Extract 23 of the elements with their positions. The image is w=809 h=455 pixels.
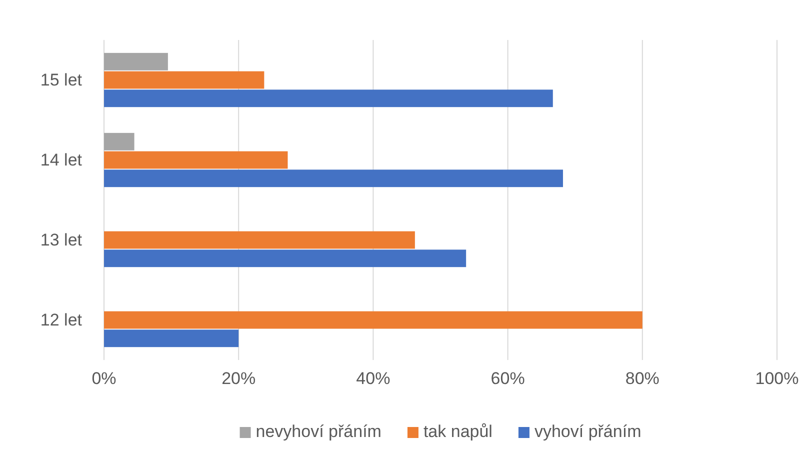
bar [104, 250, 466, 268]
bar [104, 330, 239, 348]
y-tick-label: 13 let [40, 230, 82, 250]
legend-label: nevyhoví přáním [256, 422, 382, 441]
bar [104, 231, 415, 249]
x-tick-label: 80% [625, 369, 660, 388]
bar [104, 151, 288, 169]
legend-label: tak napůl [423, 422, 492, 441]
x-tick-label: 100% [755, 369, 799, 388]
x-tick-label: 0% [92, 369, 116, 388]
bar [104, 311, 642, 329]
bar [104, 170, 563, 188]
bar [104, 52, 168, 70]
y-tick-label: 14 let [40, 150, 82, 170]
y-tick-label: 12 let [40, 310, 82, 330]
bar [104, 132, 134, 150]
x-tick-label: 40% [356, 369, 390, 388]
y-tick-label: 15 let [40, 70, 82, 90]
x-tick-label: 60% [490, 369, 525, 388]
x-tick-label: 20% [222, 369, 256, 388]
bar [104, 71, 264, 89]
legend-label: vyhoví přáním [534, 422, 642, 441]
bar [104, 90, 553, 108]
